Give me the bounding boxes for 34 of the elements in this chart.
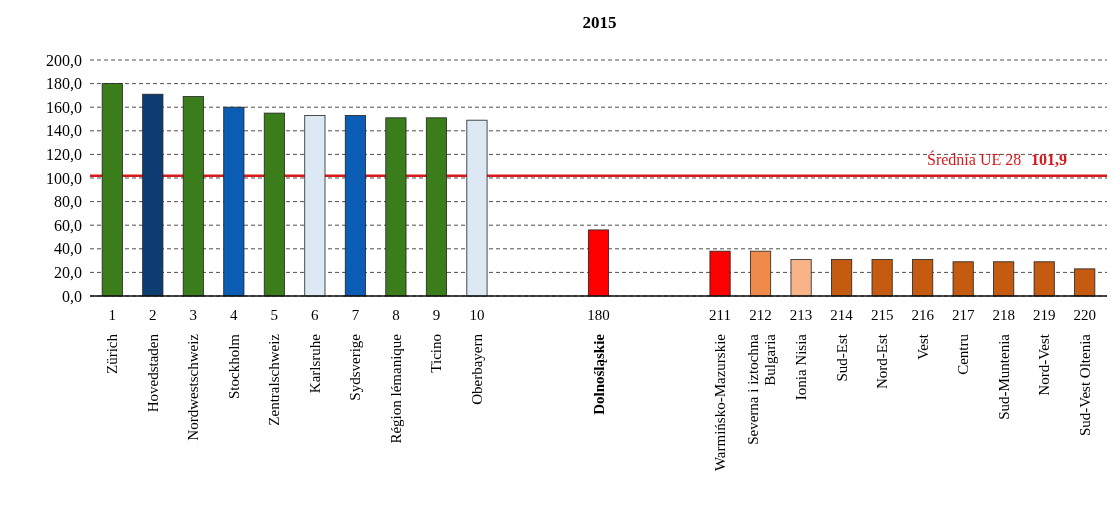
y-tick-label: 80,0 — [54, 193, 82, 211]
y-tick-label: 100,0 — [46, 169, 82, 187]
x-tick-label: 215 Nord-Est — [870, 307, 894, 389]
x-tick-label: 180 Dolnośląskie — [587, 307, 610, 415]
y-tick-label: 0,0 — [62, 287, 82, 305]
x-tick-label: 211 Warmińsko-Mazurskie — [709, 307, 732, 472]
x-tick-label: 6 Karlsruhe — [306, 307, 323, 394]
x-tick-label: 9 Ticino — [428, 307, 445, 373]
x-tick-label: 218 Sud-Muntenia — [992, 307, 1015, 420]
x-tick-label: 214 Sud-Est — [830, 307, 854, 382]
x-tick-label: 3 Nordwestschweiz — [185, 307, 202, 441]
x-tick-label: 5 Zentralschweiz — [266, 307, 283, 426]
ref-line-label: Średnia UE 28 101,9 — [927, 149, 1067, 168]
y-tick-label: 120,0 — [46, 146, 82, 163]
x-tick-label: 1 Zürich — [104, 307, 121, 374]
y-tick-label: 200,0 — [46, 51, 82, 69]
y-tick-label: 140,0 — [46, 122, 82, 140]
x-tick-label: 213 Ionia Nisia — [789, 307, 813, 401]
x-tick-label: 8 Région lémanique — [387, 307, 404, 444]
x-tick-label: 212 Severna i iztochna Bulgaria — [744, 307, 778, 445]
x-tick-label: 4 Stockholm — [225, 307, 242, 400]
y-tick-label: 20,0 — [54, 264, 82, 281]
y-tick-label: 40,0 — [54, 240, 82, 258]
x-tick-label: 217 Centru — [951, 307, 975, 375]
x-tick-label: 216 Vest — [911, 307, 935, 360]
y-tick-label: 60,0 — [54, 216, 82, 234]
y-tick-label: 160,0 — [46, 98, 82, 116]
y-tick-label: 180,0 — [46, 75, 82, 93]
x-tick-label: 7 Sydsverige — [347, 307, 364, 401]
chart-title: 2015 — [582, 13, 617, 32]
x-tick-label: 220 Sud-Vest Oltenia — [1073, 307, 1096, 437]
x-tick-label: 219 Nord-Vest — [1032, 307, 1056, 396]
x-tick-label: 2 Hovedstaden — [144, 307, 161, 413]
x-tick-label: 10 Oberbayern — [468, 307, 485, 405]
